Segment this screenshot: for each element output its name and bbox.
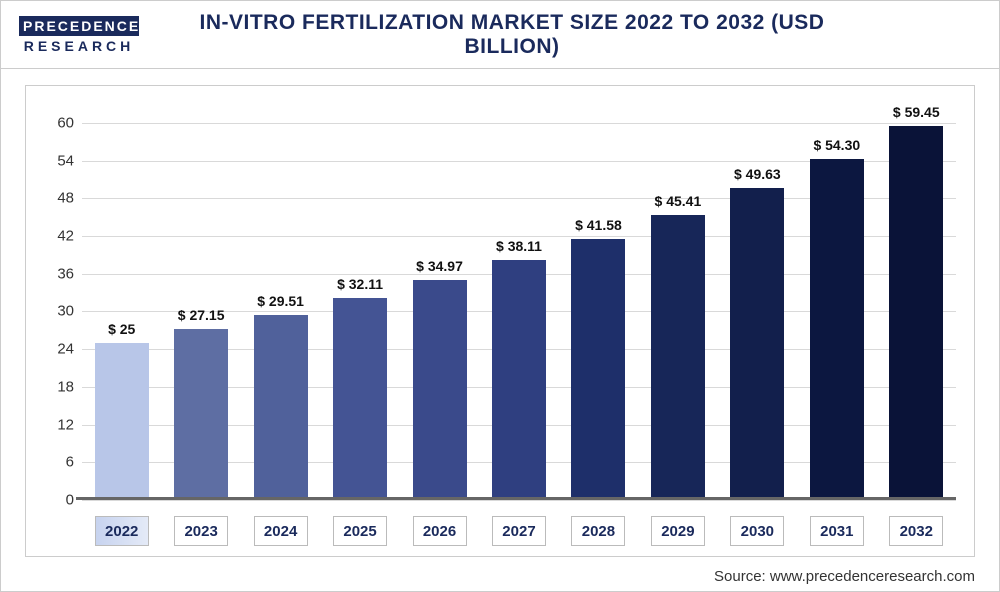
plot: $ 25$ 27.15$ 29.51$ 32.11$ 34.97$ 38.11$… xyxy=(82,104,956,500)
y-tick-label: 54 xyxy=(34,152,82,169)
logo: PRECEDENCE RESEARCH xyxy=(19,14,139,56)
bar-value-label: $ 41.58 xyxy=(575,217,622,239)
y-tick-label: 24 xyxy=(34,341,82,358)
y-tick-label: 36 xyxy=(34,265,82,282)
x-axis-labels: 2022 2023 2024 2025 2026 2027 2028 2029 2030 2031… xyxy=(82,512,956,546)
x-tick-label: 2030 xyxy=(730,516,784,546)
bar: $ 59.45 xyxy=(889,126,943,500)
x-tick-label: 2028 xyxy=(571,516,625,546)
y-tick-label: 0 xyxy=(34,492,82,509)
y-tick-label: 6 xyxy=(34,454,82,471)
y-tick-label: 12 xyxy=(34,416,82,433)
bar: $ 34.97 xyxy=(413,280,467,500)
bar-value-label: $ 32.11 xyxy=(337,276,383,298)
bar-value-label: $ 49.63 xyxy=(734,166,781,188)
logo-bottom: RESEARCH xyxy=(19,36,139,54)
bar: $ 25 xyxy=(95,343,149,500)
x-tick-label: 2029 xyxy=(651,516,705,546)
bar: $ 29.51 xyxy=(254,315,308,500)
x-tick-label: 2027 xyxy=(492,516,546,546)
y-tick-label: 18 xyxy=(34,378,82,395)
y-tick-label: 48 xyxy=(34,190,82,207)
x-tick-label: 2031 xyxy=(810,516,864,546)
x-tick-label: 2032 xyxy=(889,516,943,546)
x-tick-label: 2025 xyxy=(333,516,387,546)
bar: $ 54.30 xyxy=(810,159,864,500)
bar: $ 38.11 xyxy=(492,260,546,500)
bar-value-label: $ 25 xyxy=(108,321,135,343)
x-tick-label: 2026 xyxy=(413,516,467,546)
y-tick-label: 30 xyxy=(34,303,82,320)
bar-value-label: $ 54.30 xyxy=(813,137,860,159)
chart-area: $ 25$ 27.15$ 29.51$ 32.11$ 34.97$ 38.11$… xyxy=(25,85,975,557)
bars: $ 25$ 27.15$ 29.51$ 32.11$ 34.97$ 38.11$… xyxy=(82,104,956,500)
source-text: Source: www.precedenceresearch.com xyxy=(714,568,975,585)
bar: $ 41.58 xyxy=(571,239,625,500)
chart-title: IN-VITRO FERTILIZATION MARKET SIZE 2022 … xyxy=(163,11,981,59)
bar-value-label: $ 34.97 xyxy=(416,258,463,280)
header: PRECEDENCE RESEARCH IN-VITRO FERTILIZATI… xyxy=(1,1,999,69)
bar-value-label: $ 38.11 xyxy=(496,238,542,260)
bar: $ 49.63 xyxy=(730,188,784,500)
x-tick-label: 2024 xyxy=(254,516,308,546)
bar: $ 32.11 xyxy=(333,298,387,500)
bar-value-label: $ 45.41 xyxy=(655,193,702,215)
logo-top: PRECEDENCE xyxy=(19,16,139,36)
x-axis-line xyxy=(76,497,956,500)
chart-container: PRECEDENCE RESEARCH IN-VITRO FERTILIZATI… xyxy=(0,0,1000,592)
x-tick-label: 2023 xyxy=(174,516,228,546)
x-tick-label: 2022 xyxy=(95,516,149,546)
bar: $ 45.41 xyxy=(651,215,705,500)
bar-value-label: $ 59.45 xyxy=(893,104,940,126)
bar-value-label: $ 27.15 xyxy=(178,307,225,329)
y-tick-label: 60 xyxy=(34,114,82,131)
y-tick-label: 42 xyxy=(34,227,82,244)
gridline xyxy=(82,500,956,501)
bar: $ 27.15 xyxy=(174,329,228,500)
bar-value-label: $ 29.51 xyxy=(257,293,304,315)
